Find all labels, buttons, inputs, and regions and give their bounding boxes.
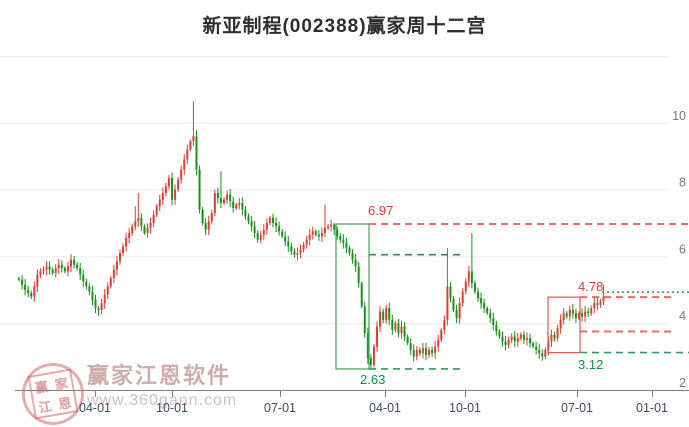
y-tick-label: 10 <box>672 109 686 123</box>
x-tick-label: 07-01 <box>264 401 296 415</box>
y-tick-label: 2 <box>679 376 686 390</box>
high-price-label: 6.97 <box>368 203 393 218</box>
low-price-label: 2.63 <box>360 372 385 387</box>
gridlines <box>0 56 668 325</box>
x-tick-label: 10-01 <box>449 401 481 415</box>
x-axis: 04-01 10-01 07-01 04-01 10-01 07-01 01-01 <box>15 390 689 415</box>
y-axis-labels: 10 8 6 4 2 <box>672 109 686 390</box>
price-level-lines <box>369 223 689 370</box>
watermark-brand-text: 赢家江恩软件 <box>87 363 232 388</box>
watermark-url-text: www.360gann.com <box>87 392 238 409</box>
x-tick-label: 07-01 <box>561 401 593 415</box>
recent-low-label: 3.12 <box>578 357 603 372</box>
gann-box-down <box>335 223 370 370</box>
y-tick-label: 6 <box>679 242 686 256</box>
candlestick-series <box>18 101 605 369</box>
x-tick-label: 04-01 <box>79 401 111 415</box>
y-tick-label: 8 <box>679 176 686 190</box>
x-tick-label: 01-01 <box>636 401 668 415</box>
x-tick-label: 04-01 <box>369 401 401 415</box>
chart-title: 新亚制程(002388)赢家周十二宫 <box>202 16 487 37</box>
y-tick-label: 4 <box>679 309 686 323</box>
recent-high-label: 4.78 <box>578 279 603 294</box>
gann-box-up <box>547 296 581 354</box>
x-tick-label: 10-01 <box>156 401 188 415</box>
